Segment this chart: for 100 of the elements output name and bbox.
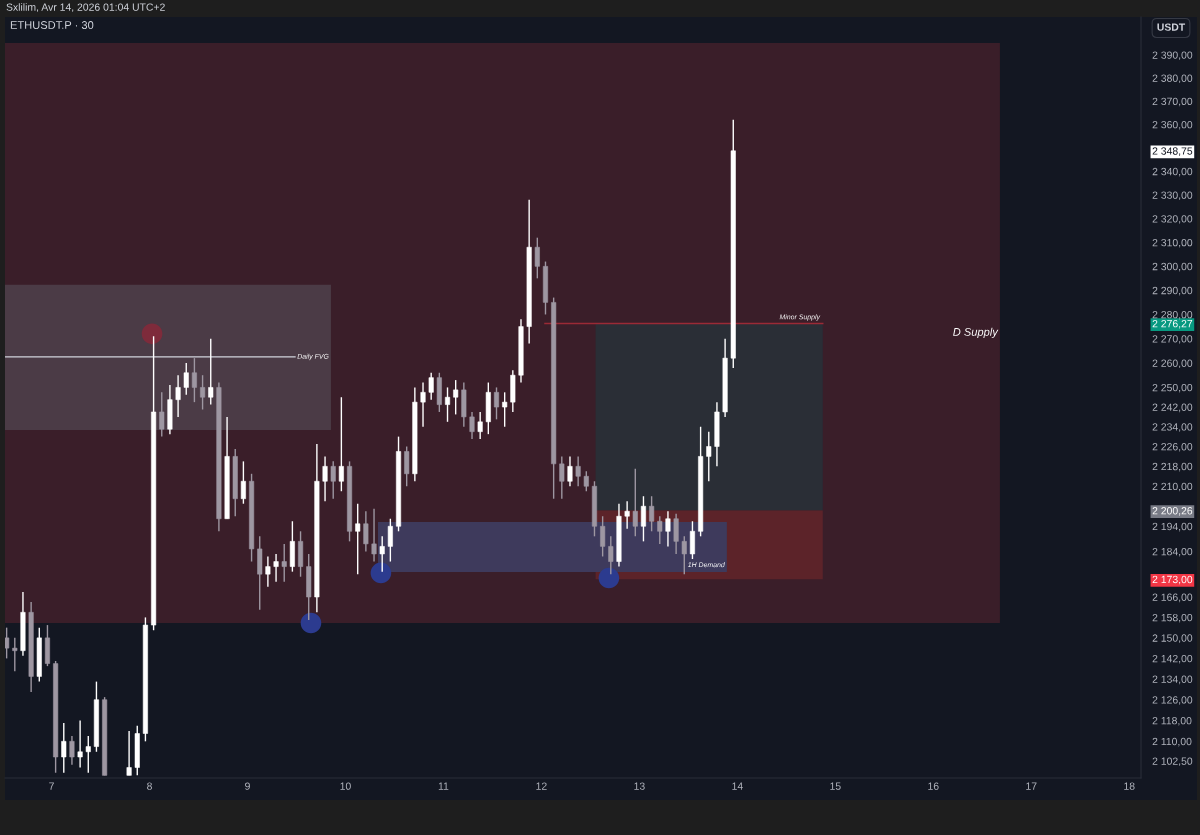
candlestick bbox=[502, 391, 508, 428]
candlestick bbox=[632, 468, 638, 538]
candlestick bbox=[175, 374, 181, 418]
y-tick-label: 2 320,00 bbox=[1152, 215, 1193, 224]
candlestick bbox=[469, 411, 475, 440]
candlestick bbox=[273, 553, 279, 583]
candlestick bbox=[183, 362, 189, 396]
annotation: D Supply bbox=[953, 327, 999, 339]
x-tick-label: 12 bbox=[536, 782, 547, 790]
candlestick bbox=[126, 730, 132, 777]
candlestick bbox=[61, 722, 67, 774]
candlestick bbox=[681, 535, 687, 575]
candlestick bbox=[322, 455, 328, 502]
point bbox=[300, 612, 322, 634]
text: Sxlilim, Avr 14, 2026 01:04 UTC+2 bbox=[6, 3, 165, 13]
candlestick bbox=[428, 372, 434, 401]
candlestick bbox=[379, 535, 385, 573]
y-tick-label: 2 348,75 bbox=[1152, 147, 1193, 156]
y-tick-label: 2 142,00 bbox=[1152, 654, 1193, 664]
candlestick bbox=[265, 555, 271, 588]
y-tick-label: 2 126,00 bbox=[1152, 696, 1193, 705]
y-tick-label: 2 184,00 bbox=[1152, 547, 1193, 557]
chart-title: ETHUSDT.P · 30 bbox=[10, 21, 94, 29]
y-tick-label: 2 102,50 bbox=[1152, 757, 1193, 767]
point bbox=[370, 562, 392, 584]
candlestick bbox=[363, 510, 369, 553]
candlestick bbox=[534, 236, 540, 280]
x-tick-label: 17 bbox=[1026, 782, 1037, 790]
y-tick-label: 2 110,00 bbox=[1152, 737, 1192, 747]
candlestick bbox=[69, 735, 75, 766]
y-tick-label: 2 194,00 bbox=[1152, 522, 1193, 532]
candlestick bbox=[649, 495, 655, 532]
x-tick-label: 14 bbox=[732, 782, 743, 790]
candlestick bbox=[673, 513, 679, 555]
y-tick-label: 2 300,00 bbox=[1152, 262, 1193, 272]
y-tick-label: 2 290,00 bbox=[1152, 286, 1193, 296]
candlestick bbox=[657, 515, 663, 545]
candlestick bbox=[689, 520, 695, 560]
y-tick-label: 2 134,00 bbox=[1152, 675, 1193, 685]
y-tick-label: 2 166,00 bbox=[1152, 593, 1193, 603]
y-tick-label: 2 380,00 bbox=[1152, 74, 1193, 84]
candlestick bbox=[200, 374, 206, 411]
candlestick bbox=[665, 510, 671, 548]
y-tick-label: 2 330,00 bbox=[1152, 191, 1193, 201]
y-tick-label: 2 280,00 bbox=[1152, 310, 1193, 320]
candlestick bbox=[355, 503, 361, 575]
candlestick bbox=[640, 495, 646, 543]
candlestick bbox=[77, 719, 83, 769]
candlestick bbox=[191, 357, 197, 403]
candlestick bbox=[477, 411, 483, 440]
candlestick bbox=[240, 460, 246, 505]
x-tick-label: 8 bbox=[147, 782, 152, 790]
x-tick-label: 10 bbox=[340, 782, 351, 790]
y-tick-label: 2 310,00 bbox=[1152, 238, 1193, 248]
y-tick-label: 2 118,00 bbox=[1152, 716, 1192, 726]
y-tick-label: 2 370,00 bbox=[1152, 97, 1193, 107]
y-tick-label: 2 218,00 bbox=[1152, 462, 1193, 472]
y-tick-label: 2 340,00 bbox=[1152, 167, 1193, 177]
x-tick-label: 7 bbox=[49, 782, 54, 790]
candlestick bbox=[453, 379, 459, 416]
candlestick bbox=[85, 735, 91, 774]
y-tick-label: 2 242,00 bbox=[1152, 403, 1193, 413]
candlestick bbox=[371, 508, 377, 563]
candlestick bbox=[338, 396, 344, 492]
candlestick bbox=[583, 470, 589, 492]
candlestick bbox=[330, 460, 336, 500]
y-tick-label: 2 158,00 bbox=[1152, 613, 1193, 623]
candlestick bbox=[575, 455, 581, 487]
y-tick-label: 2 173,00 bbox=[1152, 575, 1193, 585]
y-tick-label: 2 360,00 bbox=[1152, 120, 1193, 130]
point bbox=[141, 323, 163, 345]
y-tick-label: 2 234,00 bbox=[1152, 423, 1193, 432]
candlestick bbox=[12, 637, 18, 672]
y-tick-label: 2 276,27 bbox=[1152, 319, 1193, 329]
y-tick-label: 2 226,00 bbox=[1152, 443, 1193, 452]
y-tick-label: 2 390,00 bbox=[1152, 51, 1193, 61]
x-tick-label: 13 bbox=[634, 782, 645, 790]
y-tick-label: 2 210,00 bbox=[1152, 482, 1193, 492]
candlestick bbox=[281, 543, 287, 583]
candlestick bbox=[600, 515, 606, 558]
candlestick bbox=[420, 381, 426, 428]
candlestick bbox=[608, 535, 614, 575]
candlestick bbox=[208, 337, 214, 406]
y-tick-label: 2 250,00 bbox=[1152, 383, 1193, 393]
candlestick bbox=[387, 518, 393, 563]
candlestick bbox=[559, 455, 565, 500]
candlestick bbox=[444, 386, 451, 423]
y-tick-label: 2 260,00 bbox=[1152, 359, 1193, 369]
point bbox=[598, 567, 620, 589]
candlestick bbox=[706, 430, 712, 482]
candlestick bbox=[567, 455, 573, 487]
y-axis-title: USDT bbox=[1157, 23, 1186, 31]
candlestick bbox=[5, 626, 10, 660]
x-tick-label: 9 bbox=[245, 782, 250, 790]
y-tick-label: 2 270,00 bbox=[1152, 335, 1193, 344]
x-tick-label: 16 bbox=[928, 782, 939, 790]
x-tick-label: 15 bbox=[830, 782, 841, 790]
x-tick-label: 18 bbox=[1124, 782, 1135, 790]
candlestick bbox=[624, 500, 630, 530]
y-tick-label: 2 150,00 bbox=[1152, 634, 1193, 643]
